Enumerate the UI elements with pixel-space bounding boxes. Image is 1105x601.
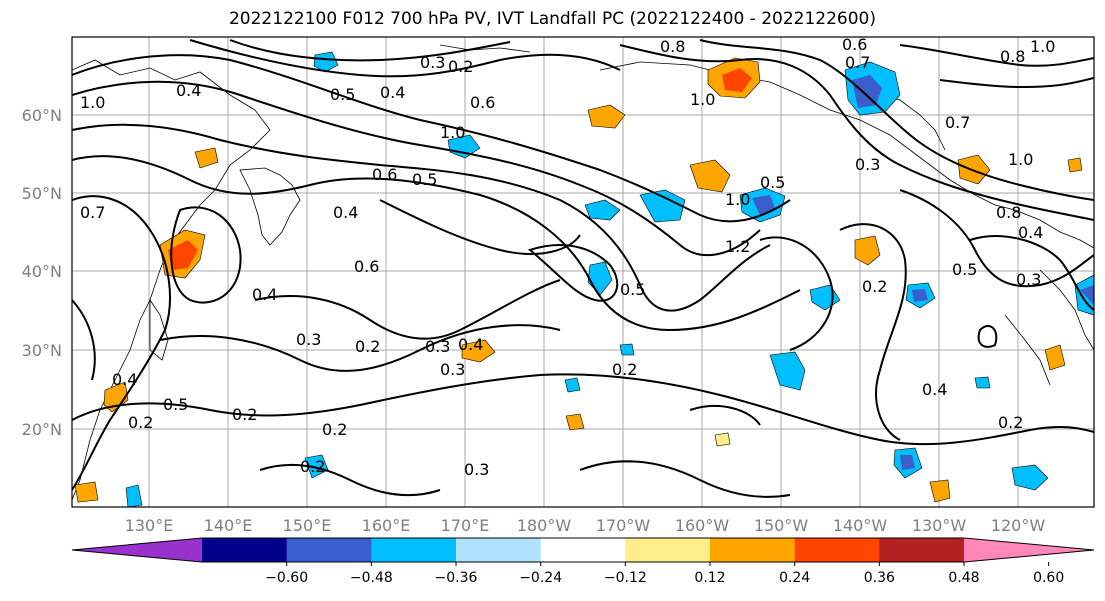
colorbar-segment: [710, 538, 796, 562]
contour-label: 0.5: [952, 260, 977, 279]
contour-label: 0.5: [760, 173, 785, 192]
graticule: [72, 37, 1094, 507]
colorbar-segment: [794, 538, 880, 562]
contour-label: 0.2: [355, 337, 380, 356]
contour-label: 0.5: [163, 395, 188, 414]
colorbar-tick-label: −0.24: [519, 570, 562, 586]
contour-label: 0.5: [620, 280, 645, 299]
lat-label-50n: 50°N: [22, 184, 62, 203]
contour-label: 0.8: [660, 37, 685, 56]
contour-label: 0.7: [845, 53, 870, 72]
lon-label: 130°E: [125, 516, 174, 535]
lon-label: 180°W: [517, 516, 572, 535]
colorbar-outline: [71, 537, 1095, 563]
contour-label: 0.4: [252, 285, 277, 304]
longitude-labels: 130°E 140°E 150°E 160°E 170°E 180°W 170°…: [125, 516, 1046, 535]
contour-label: 0.4: [458, 335, 483, 354]
colorbar-tick-label: 0.36: [864, 570, 895, 586]
colorbar-segment: [286, 538, 372, 562]
contour-label: 0.2: [322, 420, 347, 439]
contour-label: 0.7: [80, 203, 105, 222]
contour-label: 1.0: [725, 190, 750, 209]
colorbar-tick-label: −0.36: [435, 570, 478, 586]
contour-label: 0.6: [842, 35, 867, 54]
pv-contours: [72, 39, 1094, 498]
contour-label: 0.4: [112, 370, 137, 389]
contour-label: 0.2: [300, 457, 325, 476]
contour-label: 0.3: [296, 330, 321, 349]
contour-label: 0.3: [420, 53, 445, 72]
lon-label: 170°W: [596, 516, 651, 535]
lon-label: 150°W: [754, 516, 809, 535]
lon-label: 160°W: [675, 516, 730, 535]
colorbar-extend-low: [72, 538, 202, 562]
contour-label: 1.0: [1030, 37, 1055, 56]
positive-anomaly-shading: [74, 57, 1083, 503]
colorbar-extend-high: [964, 538, 1094, 562]
colorbar-segment: [371, 538, 457, 562]
contour-label: 0.8: [1000, 47, 1025, 66]
contour-label: 0.4: [333, 203, 358, 222]
contour-label: 0.6: [372, 165, 397, 184]
contour-label: 0.5: [412, 170, 437, 189]
contour-label: 0.2: [998, 413, 1023, 432]
contour-label: 0.3: [855, 155, 880, 174]
colorbar-tick-labels: −0.60 −0.48 −0.36 −0.24 −0.12 0.12 0.24 0.36 0.4…: [265, 562, 1064, 586]
lon-label: 150°E: [283, 516, 332, 535]
contour-label: 0.8: [996, 203, 1021, 222]
lon-label: 140°E: [204, 516, 253, 535]
contour-label: 0.4: [1018, 223, 1043, 242]
colorbar-segment: [456, 538, 542, 562]
contour-label: 1.0: [1008, 150, 1033, 169]
colorbar-tick-label: 0.12: [694, 570, 725, 586]
lon-label: 130°W: [912, 516, 967, 535]
contour-label: 1.2: [725, 237, 750, 256]
contour-label: 0.7: [945, 113, 970, 132]
contour-label: 0.5: [330, 85, 355, 104]
lat-label-20n: 20°N: [22, 420, 62, 439]
contour-label: 0.3: [425, 337, 450, 356]
colorbar-tick-label: −0.60: [265, 570, 308, 586]
colorbar-tick-label: −0.12: [604, 570, 647, 586]
contour-label: 0.2: [448, 57, 473, 76]
contour-label: 1.0: [690, 90, 715, 109]
map-title: 2022122100 F012 700 hPa PV, IVT Landfall…: [228, 9, 876, 29]
lon-label: 160°E: [362, 516, 411, 535]
contour-label: 0.3: [1016, 270, 1041, 289]
contour-label: 0.4: [380, 83, 405, 102]
colorbar-tick-label: −0.48: [350, 570, 393, 586]
contour-label: 0.3: [440, 360, 465, 379]
contour-label: 0.3: [464, 460, 489, 479]
lon-label: 120°W: [991, 516, 1046, 535]
colorbar-segment: [879, 538, 965, 562]
map-frame: [71, 36, 1095, 508]
colorbar-segment: [625, 538, 711, 562]
colorbar-tick-label: 0.60: [1033, 570, 1064, 586]
negative-anomaly-shading: [125, 51, 1094, 507]
lon-label: 170°E: [441, 516, 490, 535]
map-plot-area: [72, 37, 1094, 507]
contour-label: 0.6: [470, 93, 495, 112]
contour-label: 1.0: [440, 123, 465, 142]
contour-label: 0.2: [232, 405, 257, 424]
lat-label-60n: 60°N: [22, 106, 62, 125]
colorbar-tick-label: 0.48: [948, 570, 979, 586]
contour-label: 0.2: [612, 360, 637, 379]
lon-label: 140°W: [833, 516, 888, 535]
contour-labels: 1.0 1.0 1.0 1.0 1.0 1.0 0.8 0.8 0.8 0.6 …: [80, 35, 1055, 479]
latitude-labels: 60°N 50°N 40°N 30°N 20°N: [22, 106, 62, 439]
contour-label: 0.2: [128, 413, 153, 432]
contour-label: 0.2: [862, 277, 887, 296]
lat-label-40n: 40°N: [22, 262, 62, 281]
colorbar-segment: [540, 538, 626, 562]
lat-label-30n: 30°N: [22, 341, 62, 360]
contour-label: 0.6: [354, 257, 379, 276]
contour-label: 1.0: [80, 93, 105, 112]
colorbar-tick-label: 0.24: [779, 570, 810, 586]
colorbar: [71, 537, 1095, 563]
contour-label: 0.4: [176, 81, 201, 100]
colorbar-segment: [202, 538, 288, 562]
contour-label: 0.4: [922, 380, 947, 399]
